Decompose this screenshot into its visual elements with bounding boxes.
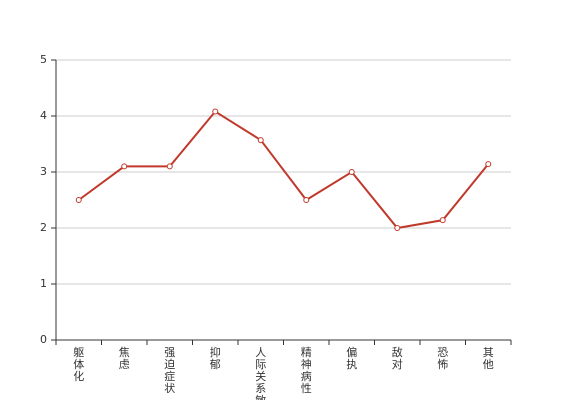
x-tick-label: 其他	[483, 346, 494, 371]
x-tick-label: 强迫症状	[164, 346, 175, 395]
x-tick-label: 敌对	[392, 345, 403, 371]
x-tick-label: 偏执	[346, 345, 357, 371]
point	[394, 225, 401, 231]
point	[257, 137, 264, 144]
point	[121, 163, 128, 170]
x-tick-label: 焦虑	[119, 346, 130, 371]
y-tick-label: 4	[40, 109, 47, 122]
y-tick-label: 0	[40, 333, 47, 346]
y-tick-label: 5	[40, 53, 47, 66]
y-tick-label: 3	[40, 165, 47, 178]
x-tick-label: 抑郁	[210, 345, 221, 371]
line	[78, 110, 490, 230]
point	[439, 217, 446, 224]
x-tick-label: 躯体化	[73, 346, 84, 383]
x-tick-label: 恐怖	[437, 346, 448, 371]
x-tick-label: 精神病性	[301, 346, 312, 395]
x-tick-label: 人际关系敏感	[255, 346, 266, 400]
point	[212, 108, 219, 115]
point	[485, 161, 492, 168]
point	[348, 169, 355, 175]
point	[303, 197, 310, 203]
y-tick-label: 2	[40, 221, 47, 234]
point	[75, 197, 82, 203]
point	[166, 163, 173, 170]
y-tick-label: 1	[40, 277, 47, 290]
